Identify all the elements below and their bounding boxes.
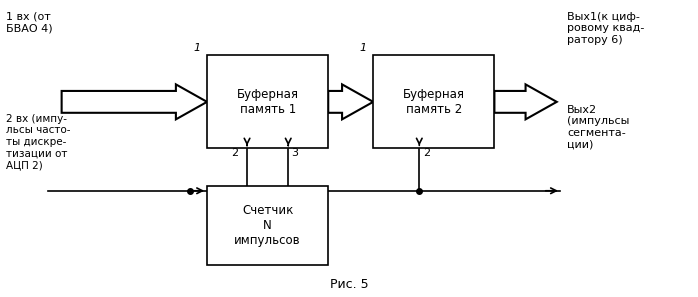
Text: Рис. 5: Рис. 5	[329, 278, 369, 291]
Text: 3: 3	[292, 148, 299, 158]
Text: Буферная
память 1: Буферная память 1	[237, 88, 299, 116]
Polygon shape	[494, 84, 557, 119]
Text: 2: 2	[423, 148, 430, 158]
Text: 2: 2	[231, 148, 238, 158]
Bar	[207, 187, 328, 265]
Text: 1: 1	[359, 43, 366, 53]
Text: Вых1(к циф-
ровому квад-
ратору 6): Вых1(к циф- ровому квад- ратору 6)	[567, 12, 644, 45]
Bar	[207, 55, 328, 148]
Polygon shape	[61, 84, 207, 119]
Bar	[373, 55, 494, 148]
Text: 1 вх (от
БВАО 4): 1 вх (от БВАО 4)	[6, 12, 53, 33]
Text: 2 вх (импу-
льсы часто-
ты дискре-
тизации от
АЦП 2): 2 вх (импу- льсы часто- ты дискре- тизац…	[6, 113, 70, 170]
Text: 1: 1	[193, 43, 200, 53]
Text: Счетчик
N
импульсов: Счетчик N импульсов	[235, 204, 301, 247]
Text: Буферная
память 2: Буферная память 2	[403, 88, 465, 116]
Polygon shape	[328, 84, 373, 119]
Text: Вых2
(импульсы
сегмента-
ции): Вых2 (импульсы сегмента- ции)	[567, 105, 630, 150]
